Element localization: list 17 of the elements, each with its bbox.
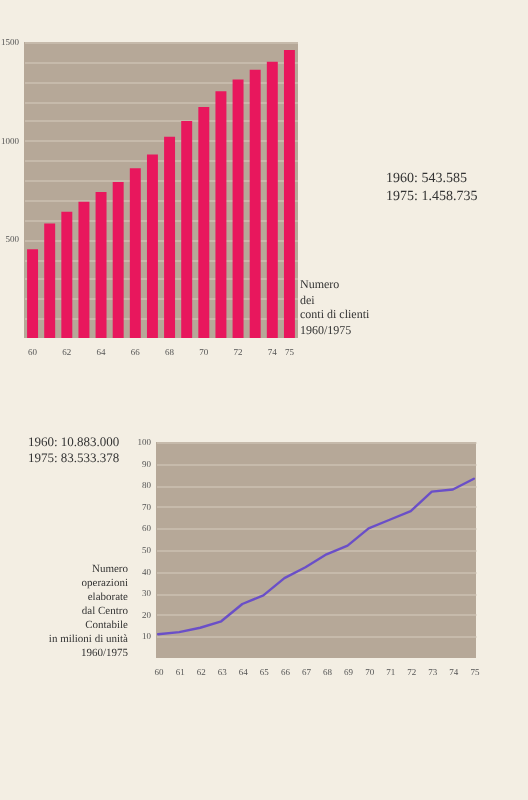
bar	[44, 223, 56, 338]
bar	[164, 136, 176, 338]
bar	[27, 249, 39, 338]
bar	[146, 154, 158, 338]
bar	[112, 182, 124, 338]
bar	[232, 79, 244, 338]
bar	[181, 120, 193, 338]
bar	[266, 61, 278, 338]
bar	[61, 211, 73, 338]
bar	[249, 69, 261, 338]
bar	[215, 91, 227, 338]
line-series	[156, 477, 476, 636]
bar	[129, 168, 141, 338]
bar	[283, 49, 295, 338]
bar	[198, 107, 210, 338]
bar	[95, 191, 107, 338]
bar	[78, 201, 90, 338]
